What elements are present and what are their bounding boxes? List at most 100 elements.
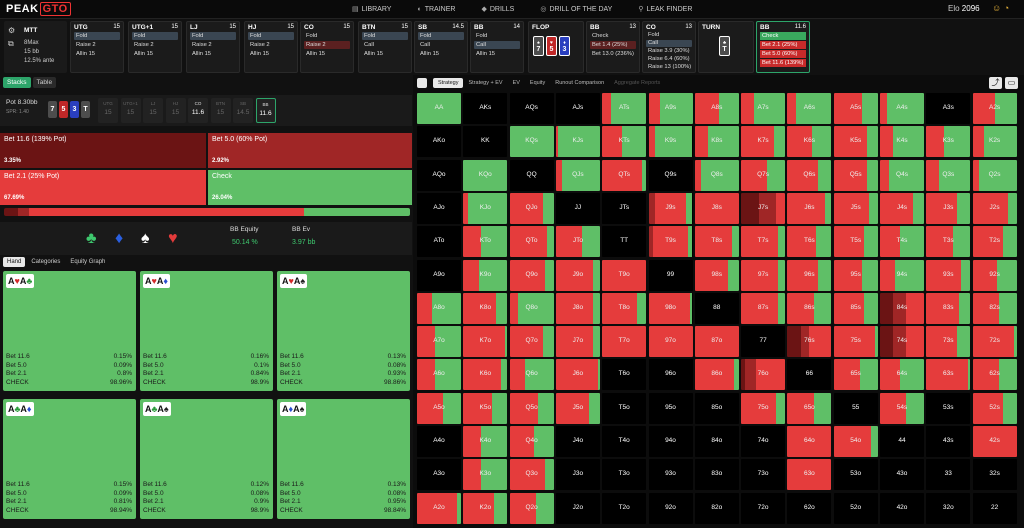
position-action[interactable]: Raise 13 (100%) <box>648 64 692 70</box>
combo-card[interactable]: A ♥ A ♦ Bet 11.6 0.16% Bet 5.0 0.1% Bet 2.1 0.84%… <box>140 271 273 391</box>
hand-cell-72o[interactable]: 72o <box>741 492 786 524</box>
hand-cell-k9o[interactable]: K9o <box>463 259 508 291</box>
hand-cell-a3s[interactable]: A3s <box>926 93 971 124</box>
hand-cell-65s[interactable]: 65s <box>833 359 878 391</box>
combo-card[interactable]: A ♣ A ♦ Bet 11.6 0.15% Bet 5.0 0.09% Bet 2.1 0.81… <box>3 399 136 519</box>
hand-cell-ato[interactable]: ATo <box>417 226 461 258</box>
hand-cell-92o[interactable]: 92o <box>648 492 693 524</box>
hand-cell-k5o[interactable]: K5o <box>463 392 508 424</box>
combo-card[interactable]: A ♥ A ♠ Bet 11.6 0.13% Bet 5.0 0.08% Bet 2.1 0.93… <box>277 271 410 391</box>
position-action[interactable]: Fold <box>132 32 178 40</box>
club-filter-icon[interactable]: ♣ <box>86 230 97 247</box>
matrix-view-icon[interactable] <box>417 78 427 88</box>
hand-cell-j6o[interactable]: J6o <box>555 359 600 391</box>
position-card-utg+1[interactable]: UTG+1 15 Fold Raise 2 Allin 15 <box>128 21 182 73</box>
hand-cell-94o[interactable]: 94o <box>648 426 693 457</box>
hand-cell-44[interactable]: 44 <box>880 426 924 457</box>
hand-cell-84o[interactable]: 84o <box>694 426 739 457</box>
turn-action[interactable]: Bet 11.6 (139%) <box>760 59 806 67</box>
hand-cell-k9s[interactable]: K9s <box>648 126 693 158</box>
hand-cell-kto[interactable]: KTo <box>463 226 508 258</box>
hand-cell-a6s[interactable]: A6s <box>787 93 832 124</box>
hand-cell-k2o[interactable]: K2o <box>463 492 508 524</box>
hand-cell-j7o[interactable]: J7o <box>555 326 600 358</box>
position-action[interactable]: Allin 15 <box>250 51 270 57</box>
hand-cell-q7s[interactable]: Q7s <box>741 159 786 191</box>
position-action[interactable]: Raise 2 <box>134 42 154 48</box>
position-card-co[interactable]: CO 15 Fold Raise 2 Allin 15 <box>300 21 354 73</box>
hand-cell-j8o[interactable]: J8o <box>555 292 600 324</box>
hand-cell-k4s[interactable]: K4s <box>880 126 924 158</box>
hand-cell-kk[interactable]: KK <box>463 126 508 158</box>
bell-icon[interactable]: ◔ <box>1003 3 1010 13</box>
tab-equity-graph[interactable]: Equity Graph <box>70 259 106 265</box>
hand-cell-t9o[interactable]: T9o <box>602 259 647 291</box>
hand-cell-j4o[interactable]: J4o <box>555 426 600 457</box>
position-action[interactable]: Fold <box>476 33 488 39</box>
hand-cell-64o[interactable]: 64o <box>787 426 832 457</box>
position-card-co-flop[interactable]: CO 13 Fold Call Raise 3.9 (30%) Raise 6.4 (60… <box>642 21 696 73</box>
tab-stacks[interactable]: Stacks <box>3 77 31 88</box>
seat-sb[interactable]: SB 14.5 <box>233 98 253 123</box>
hand-cell-96s[interactable]: 96s <box>787 259 832 291</box>
hand-cell-a9s[interactable]: A9s <box>648 93 693 124</box>
hand-cell-jto[interactable]: JTo <box>555 226 600 258</box>
hand-cell-66[interactable]: 66 <box>787 359 832 391</box>
hand-cell-k6s[interactable]: K6s <box>787 126 832 158</box>
hand-cell-76o[interactable]: 76o <box>741 359 786 391</box>
turn-card[interactable]: TURN ♣ T <box>698 21 754 73</box>
position-action[interactable]: Raise 6.4 (60%) <box>648 56 690 62</box>
hand-cell-k7o[interactable]: K7o <box>463 326 508 358</box>
hand-cell-aa[interactable]: AA <box>417 93 461 124</box>
spade-filter-icon[interactable]: ♠ <box>141 230 150 247</box>
hand-cell-q5s[interactable]: Q5s <box>833 159 878 191</box>
hand-cell-82s[interactable]: 82s <box>972 292 1017 324</box>
hand-cell-33[interactable]: 33 <box>926 459 971 491</box>
hand-cell-j9o[interactable]: J9o <box>555 259 600 291</box>
hand-cell-98s[interactable]: 98s <box>694 259 739 291</box>
hand-cell-86s[interactable]: 86s <box>787 292 832 324</box>
hand-cell-j2o[interactable]: J2o <box>555 492 600 524</box>
hand-cell-j4s[interactable]: J4s <box>880 192 924 224</box>
position-card-hj[interactable]: HJ 15 Fold Raise 2 Allin 15 <box>244 21 298 73</box>
hand-cell-q4s[interactable]: Q4s <box>880 159 924 191</box>
hand-cell-kjo[interactable]: KJo <box>463 192 508 224</box>
hand-cell-96o[interactable]: 96o <box>648 359 693 391</box>
hand-cell-52o[interactable]: 52o <box>833 492 878 524</box>
hand-cell-a4o[interactable]: A4o <box>417 426 461 457</box>
peakgto-logo[interactable]: PEAK GTO <box>6 2 71 16</box>
copy-icon[interactable]: ⧉ <box>8 39 14 48</box>
tab-strategy[interactable]: Strategy <box>433 78 464 88</box>
nav-leak-finder[interactable]: ⚲ LEAK FINDER <box>638 5 693 14</box>
hand-cell-52s[interactable]: 52s <box>972 392 1017 424</box>
hand-cell-j2s[interactable]: J2s <box>972 192 1017 224</box>
hand-cell-t3o[interactable]: T3o <box>602 459 647 491</box>
hand-cell-83o[interactable]: 83o <box>694 459 739 491</box>
hand-cell-q4o[interactable]: Q4o <box>509 426 554 457</box>
position-action[interactable]: Call <box>420 42 430 48</box>
monitor-icon[interactable]: ▭ <box>1005 77 1018 89</box>
position-action[interactable]: Raise 2 <box>304 41 350 49</box>
hand-cell-j5o[interactable]: J5o <box>555 392 600 424</box>
hand-cell-qts[interactable]: QTs <box>602 159 647 191</box>
position-action[interactable]: Call <box>474 41 520 49</box>
hand-cell-a8o[interactable]: A8o <box>417 292 461 324</box>
position-action[interactable]: Raise 3.9 (30%) <box>648 48 690 54</box>
tab-ev[interactable]: EV <box>512 80 520 86</box>
hand-cell-a5o[interactable]: A5o <box>417 392 461 424</box>
seat-lj[interactable]: LJ 15 <box>143 98 163 123</box>
hand-cell-q8s[interactable]: Q8s <box>694 159 739 191</box>
position-action[interactable]: Bet 13.0 (236%) <box>592 51 634 57</box>
hand-cell-85o[interactable]: 85o <box>694 392 739 424</box>
hand-cell-q7o[interactable]: Q7o <box>509 326 554 358</box>
hand-cell-q9s[interactable]: Q9s <box>648 159 693 191</box>
hand-cell-t8s[interactable]: T8s <box>694 226 739 258</box>
hand-cell-32s[interactable]: 32s <box>972 459 1017 491</box>
hand-cell-t9s[interactable]: T9s <box>648 226 693 258</box>
hand-cell-74s[interactable]: 74s <box>880 326 924 358</box>
turn-action[interactable]: Bet 2.1 (25%) <box>760 41 806 49</box>
game-info-card[interactable]: ⚙ ⧉ MTT 8Max 15 bb 12.5% ante <box>4 21 67 73</box>
position-action[interactable]: Allin 15 <box>364 51 384 57</box>
position-action[interactable]: Raise 2 <box>76 42 96 48</box>
position-action[interactable]: Allin 15 <box>420 51 440 57</box>
